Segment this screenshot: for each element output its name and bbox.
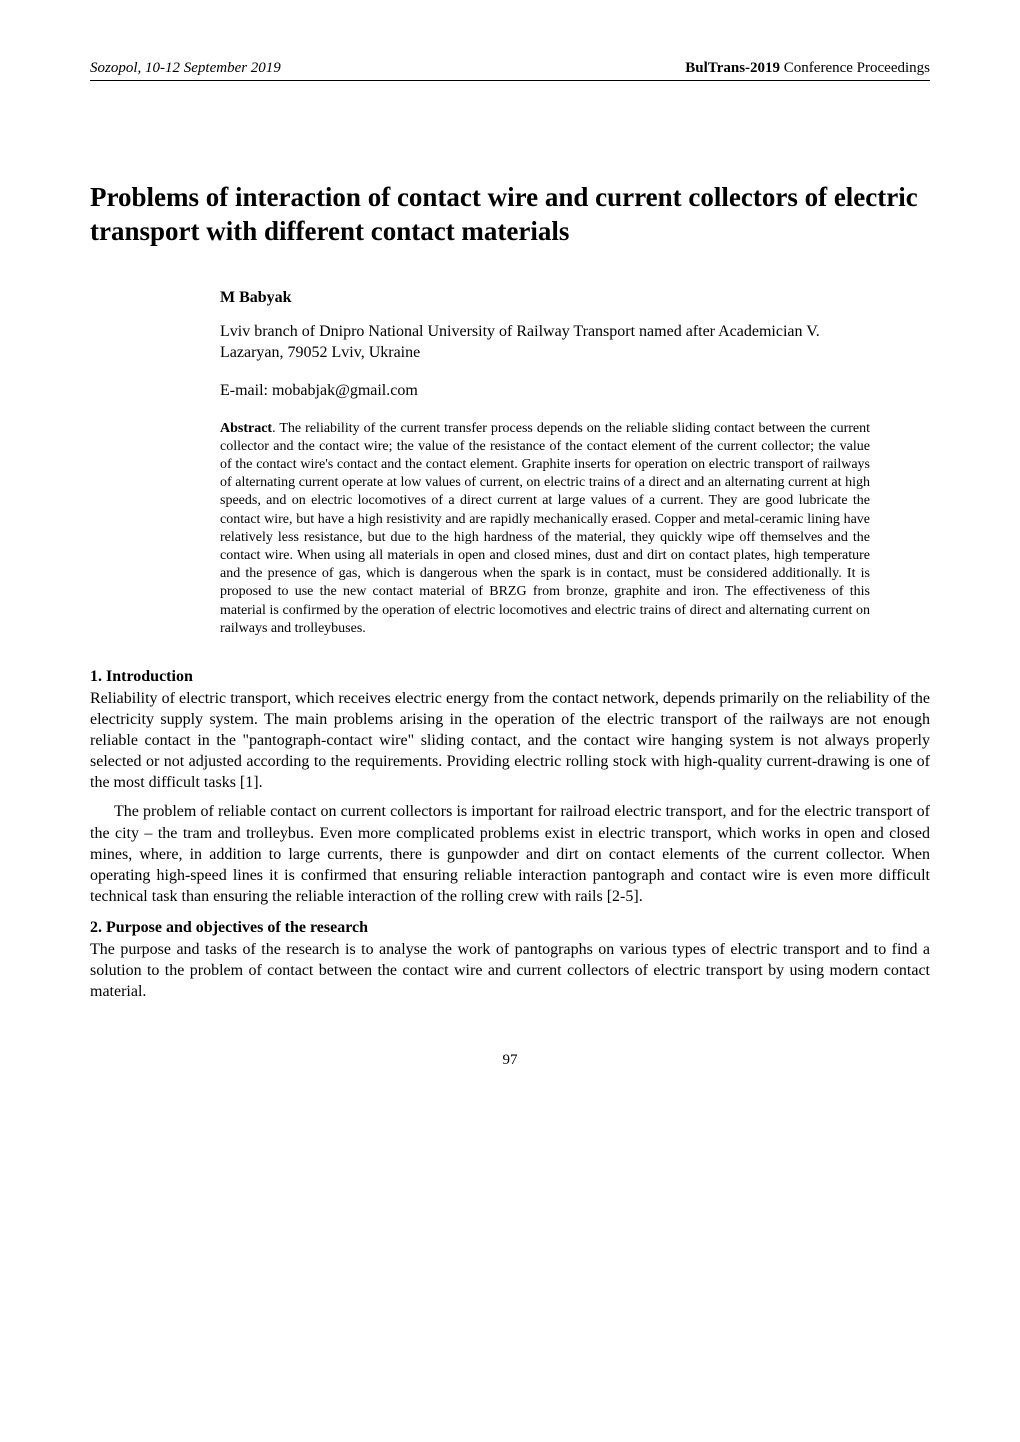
abstract-text: . The reliability of the current transfe… [220, 421, 870, 636]
page-header: Sozopol, 10-12 September 2019 BulTrans-2… [90, 60, 930, 81]
author-name: M Babyak [220, 289, 870, 307]
section-1-para-2: The problem of reliable contact on curre… [90, 801, 930, 907]
header-right-plain: Conference Proceedings [780, 60, 930, 76]
section-2-para-1: The purpose and tasks of the research is… [90, 939, 930, 1002]
section-1-para-1: Reliability of electric transport, which… [90, 688, 930, 794]
author-email: E-mail: mobabjak@gmail.com [220, 382, 870, 400]
header-left: Sozopol, 10-12 September 2019 [90, 60, 281, 77]
author-affiliation: Lviv branch of Dnipro National Universit… [220, 321, 870, 364]
author-block: M Babyak Lviv branch of Dnipro National … [220, 289, 870, 638]
abstract-label: Abstract [220, 421, 272, 436]
paper-title: Problems of interaction of contact wire … [90, 181, 930, 249]
section-1-heading: 1. Introduction [90, 668, 930, 686]
page-container: Sozopol, 10-12 September 2019 BulTrans-2… [0, 0, 1020, 1109]
section-2-heading: 2. Purpose and objectives of the researc… [90, 919, 930, 937]
page-number: 97 [90, 1052, 930, 1069]
header-right-bold: BulTrans-2019 [685, 60, 780, 76]
header-right: BulTrans-2019 Conference Proceedings [685, 60, 930, 77]
abstract: Abstract. The reliability of the current… [220, 420, 870, 638]
